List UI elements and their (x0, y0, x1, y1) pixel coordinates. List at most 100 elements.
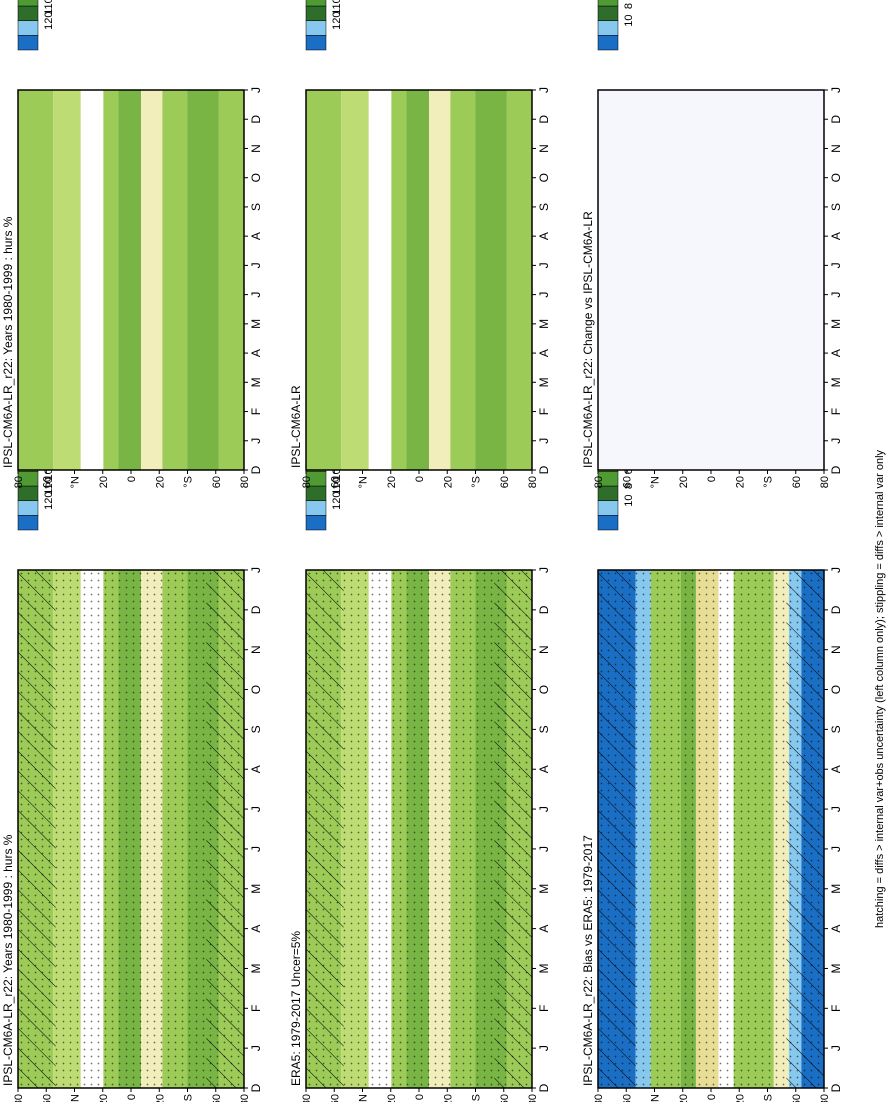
x-tick-label: M (829, 319, 843, 329)
field (18, 570, 244, 1088)
x-tick-label: J (249, 438, 263, 444)
x-tick-label: J (537, 292, 551, 298)
y-tick-label: 60 (211, 1094, 223, 1102)
field-band-2 (341, 90, 369, 470)
x-tick-label: M (249, 319, 263, 329)
x-tick-label: S (249, 725, 263, 733)
y-tick-label: 0 (706, 476, 718, 482)
colorbar-tick-label: 110 (43, 0, 55, 15)
y-tick-label: 20 (678, 1094, 690, 1102)
y-tick-label: °S (471, 1094, 483, 1102)
field-band-7 (162, 90, 188, 470)
panel-4: D J F M A M J J A S O N D J 80 60 °N 20 0 20 °S 60 80 IPSL-CM6A… (289, 0, 551, 488)
x-tick-label: J (249, 846, 263, 852)
x-tick-label: A (829, 232, 843, 240)
y-tick-label: 20 (678, 476, 690, 488)
colorbar-swatch (597, 20, 619, 36)
x-tick-label: J (249, 292, 263, 298)
colorbar-swatch (305, 35, 327, 51)
field-band-3 (80, 90, 104, 470)
colorbar-tick-label: 100 (331, 0, 343, 1)
y-tick-label: °S (183, 476, 195, 488)
x-tick-label: D (249, 115, 263, 124)
x-tick-label: O (249, 685, 263, 694)
colorbar-swatch (305, 515, 327, 531)
x-tick-label: N (249, 645, 263, 654)
x-tick-label: A (829, 349, 843, 357)
y-tick-label: 20 (154, 1094, 166, 1102)
y-tick-label: 60 (41, 1094, 53, 1102)
x-tick-label: J (249, 1045, 263, 1051)
x-tick-label: F (829, 408, 843, 415)
colorbar-tick-label: 120 (43, 491, 55, 509)
field-band-1 (598, 90, 824, 470)
x-tick-label: A (829, 925, 843, 933)
x-tick-label: F (537, 1005, 551, 1012)
y-tick-label: 60 (329, 476, 341, 488)
y-tick-label: °N (70, 476, 82, 488)
x-tick-label: J (249, 87, 263, 93)
y-tick-label: 0 (706, 1094, 718, 1100)
field (18, 90, 244, 470)
y-tick-label: 60 (499, 476, 511, 488)
x-tick-label: M (829, 377, 843, 387)
colorbar-tick-label: 10 (623, 15, 635, 27)
y-tick-label: 80 (527, 476, 539, 488)
x-tick-label: J (249, 567, 263, 573)
x-tick-label: M (537, 319, 551, 329)
y-tick-label: 60 (499, 1094, 511, 1102)
x-tick-label: D (537, 465, 551, 474)
x-tick-label: O (829, 685, 843, 694)
colorbar-swatch (17, 0, 39, 7)
field (598, 90, 824, 470)
x-tick-label: S (249, 203, 263, 211)
field-band-3 (368, 90, 392, 470)
y-tick-label: 20 (442, 1094, 454, 1102)
y-tick-label: 80 (13, 476, 25, 488)
y-tick-label: 60 (621, 476, 633, 488)
y-tick-label: 80 (239, 476, 251, 488)
colorbar-swatch (597, 0, 619, 7)
y-tick-label: 20 (98, 1094, 110, 1102)
x-tick-label: N (537, 645, 551, 654)
x-tick-label: J (537, 438, 551, 444)
y-tick-label: 60 (791, 1094, 803, 1102)
x-tick-label: F (829, 1005, 843, 1012)
x-tick-label: A (249, 765, 263, 773)
x-tick-label: D (829, 1083, 843, 1092)
x-tick-label: F (249, 1005, 263, 1012)
y-tick-label: °S (183, 1094, 195, 1102)
colorbar-tick-label: 8 (623, 3, 635, 9)
y-tick-label: 20 (154, 476, 166, 488)
y-tick-label: 80 (301, 476, 313, 488)
x-tick-label: J (537, 1045, 551, 1051)
y-tick-label: 20 (386, 1094, 398, 1102)
x-tick-label: D (829, 115, 843, 124)
y-tick-label: 0 (414, 1094, 426, 1100)
x-tick-label: D (537, 605, 551, 614)
colorbar-swatch (17, 5, 39, 21)
field-band-5 (118, 90, 142, 470)
field-band-5 (406, 90, 430, 470)
x-tick-label: J (829, 262, 843, 268)
y-tick-label: 60 (329, 1094, 341, 1102)
colorbar-tick-label: 8 (623, 483, 635, 489)
y-tick-label: 80 (13, 1094, 25, 1102)
x-tick-label: O (249, 173, 263, 182)
colorbar-swatch (597, 500, 619, 516)
x-tick-label: J (537, 806, 551, 812)
x-tick-label: O (537, 685, 551, 694)
x-tick-label: J (829, 806, 843, 812)
field-band-8 (475, 90, 507, 470)
x-tick-label: N (249, 144, 263, 153)
x-tick-label: D (537, 1083, 551, 1092)
y-tick-label: 0 (126, 1094, 138, 1100)
panel-title: ERA5: 1979-2017 Uncer=5% (289, 931, 303, 1086)
x-tick-label: A (537, 765, 551, 773)
x-tick-label: O (829, 173, 843, 182)
y-tick-label: 80 (527, 1094, 539, 1102)
field-band-4 (391, 90, 407, 470)
colorbar-swatch (597, 35, 619, 51)
x-tick-label: F (249, 408, 263, 415)
